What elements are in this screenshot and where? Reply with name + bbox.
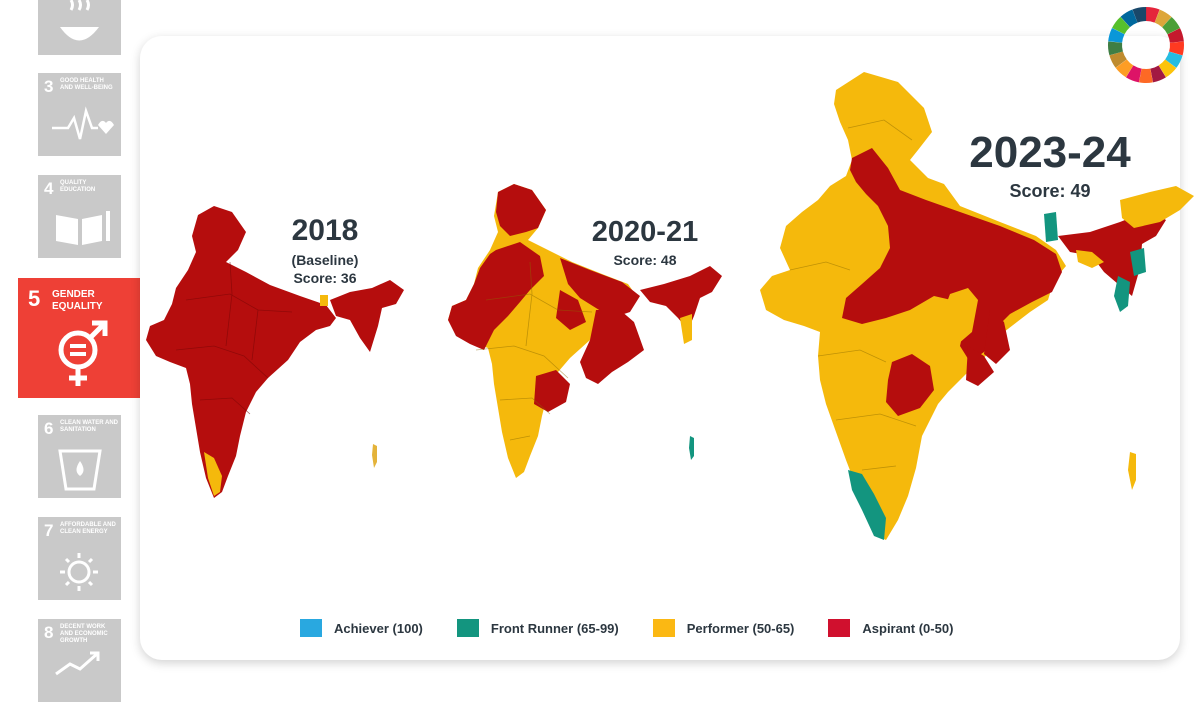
map-2020-island [689, 436, 694, 460]
legend-swatch [456, 619, 479, 637]
goal-name: Good Health and Well-Being [60, 78, 113, 91]
map-2018-state-borders [175, 261, 293, 415]
map-2018-performer-region [204, 452, 222, 496]
goal-tile-2[interactable] [38, 0, 121, 55]
map-score-2023-24: Score: 49 [1009, 181, 1091, 201]
map-2018-ne-aspirant [330, 280, 404, 352]
map-title-2023-24: 2023-24 [969, 128, 1131, 177]
map-2023-state-borders [789, 119, 917, 471]
map-2023-ne-performer [1076, 250, 1104, 268]
legend-item-front-runner: Front Runner (65-99) [456, 619, 619, 637]
map-2018-aspirant-region [146, 206, 336, 498]
sdg-sidebar: 3 Good Health and Well-Being 4 Quality E… [0, 0, 140, 702]
map-2020-aspirant-west [448, 242, 544, 350]
map-2023-aspirant-east-coast [966, 346, 994, 386]
map-subtitle-2018: (Baseline) [291, 252, 359, 268]
goal-tile-4[interactable]: 4 Quality Education [38, 175, 121, 258]
sun-icon [60, 553, 98, 591]
map-title-2018: 2018 [291, 214, 359, 247]
map-2018-island [372, 444, 377, 468]
map-2023-24 [760, 72, 1194, 540]
map-2020-state-borders [475, 261, 593, 441]
sdg-wheel-icon [1107, 6, 1185, 84]
map-2023-aspirant-telangana [886, 354, 934, 416]
legend-item-performer: Performer (50-65) [652, 619, 795, 637]
map-2023-aspirant-odisha [984, 310, 1010, 364]
gender-equality-icon [58, 320, 108, 386]
map-2020-aspirant-north [496, 184, 546, 236]
goal-name: Affordable and Clean Energy [60, 522, 116, 535]
map-2023-ne-aspirant [1058, 210, 1166, 296]
legend-item-aspirant: Aspirant (0-50) [828, 619, 953, 637]
heartbeat-icon [52, 106, 114, 140]
water-icon [58, 449, 102, 491]
goal-tile-7[interactable]: 7 Affordable and Clean Energy [38, 517, 121, 600]
map-2018-performer-region [320, 295, 328, 306]
goal-number: 5 [28, 286, 41, 311]
legend-item-achiever: Achiever (100) [300, 619, 423, 637]
map-2023-island [1128, 452, 1136, 490]
book-icon [56, 211, 110, 245]
map-title-2020-21: 2020-21 [591, 216, 699, 248]
goal-number: 4 [44, 179, 54, 198]
map-2020-aspirant-up-bihar [560, 258, 640, 318]
bowl-icon [60, 0, 99, 41]
legend-label: Front Runner (65-99) [490, 620, 619, 636]
goal-name: Clean Water and Sanitation [60, 420, 118, 433]
map-score-2018: Score: 36 [293, 270, 357, 286]
map-2020-aspirant-telangana [534, 370, 570, 412]
map-2023-ne-front-runner [1114, 276, 1130, 312]
map-2020-aspirant-mp [556, 290, 586, 330]
map-score-2020-21: Score: 48 [613, 252, 677, 268]
goal-name: Quality Education [60, 180, 96, 193]
goal-number: 7 [44, 521, 54, 540]
map-2023-front-runner-sikkim [1044, 212, 1058, 242]
goal-tile-3[interactable]: 3 Good Health and Well-Being [38, 73, 121, 156]
map-2020-21 [448, 184, 722, 478]
goal-tile-6[interactable]: 6 Clean Water and Sanitation [38, 415, 121, 498]
growth-chart-icon [55, 651, 100, 676]
india-maps [146, 72, 1194, 540]
map-2023-ne-performer [1120, 186, 1194, 228]
goal-name: Gender Equality [52, 289, 103, 312]
legend-label: Performer (50-65) [686, 620, 795, 636]
map-legend: Achiever (100) Front Runner (65-99) Perf… [300, 617, 987, 639]
map-2023-aspirant-up-bihar-mp [842, 148, 1062, 362]
legend-swatch [300, 619, 322, 637]
legend-label: Aspirant (0-50) [862, 620, 954, 636]
goal-number: 8 [44, 623, 54, 642]
goal-number: 6 [44, 419, 54, 438]
goal-number: 3 [44, 77, 54, 96]
legend-swatch [652, 619, 675, 637]
goal-tile-5[interactable]: 5 Gender Equality [18, 278, 140, 398]
legend-swatch [828, 619, 851, 637]
map-2023-front-runner-kerala [848, 470, 886, 540]
map-2020-ne-aspirant [640, 266, 722, 330]
legend-label: Achiever (100) [334, 620, 423, 636]
map-2018 [146, 206, 404, 498]
map-2020-ne-performer [680, 314, 692, 344]
map-2023-ne-front-runner [1130, 248, 1146, 276]
goal-name: Decent Work and Economic Growth [60, 624, 108, 644]
map-2020-aspirant-east [580, 310, 644, 384]
map-2023-performer-chhattisgarh [944, 288, 978, 344]
